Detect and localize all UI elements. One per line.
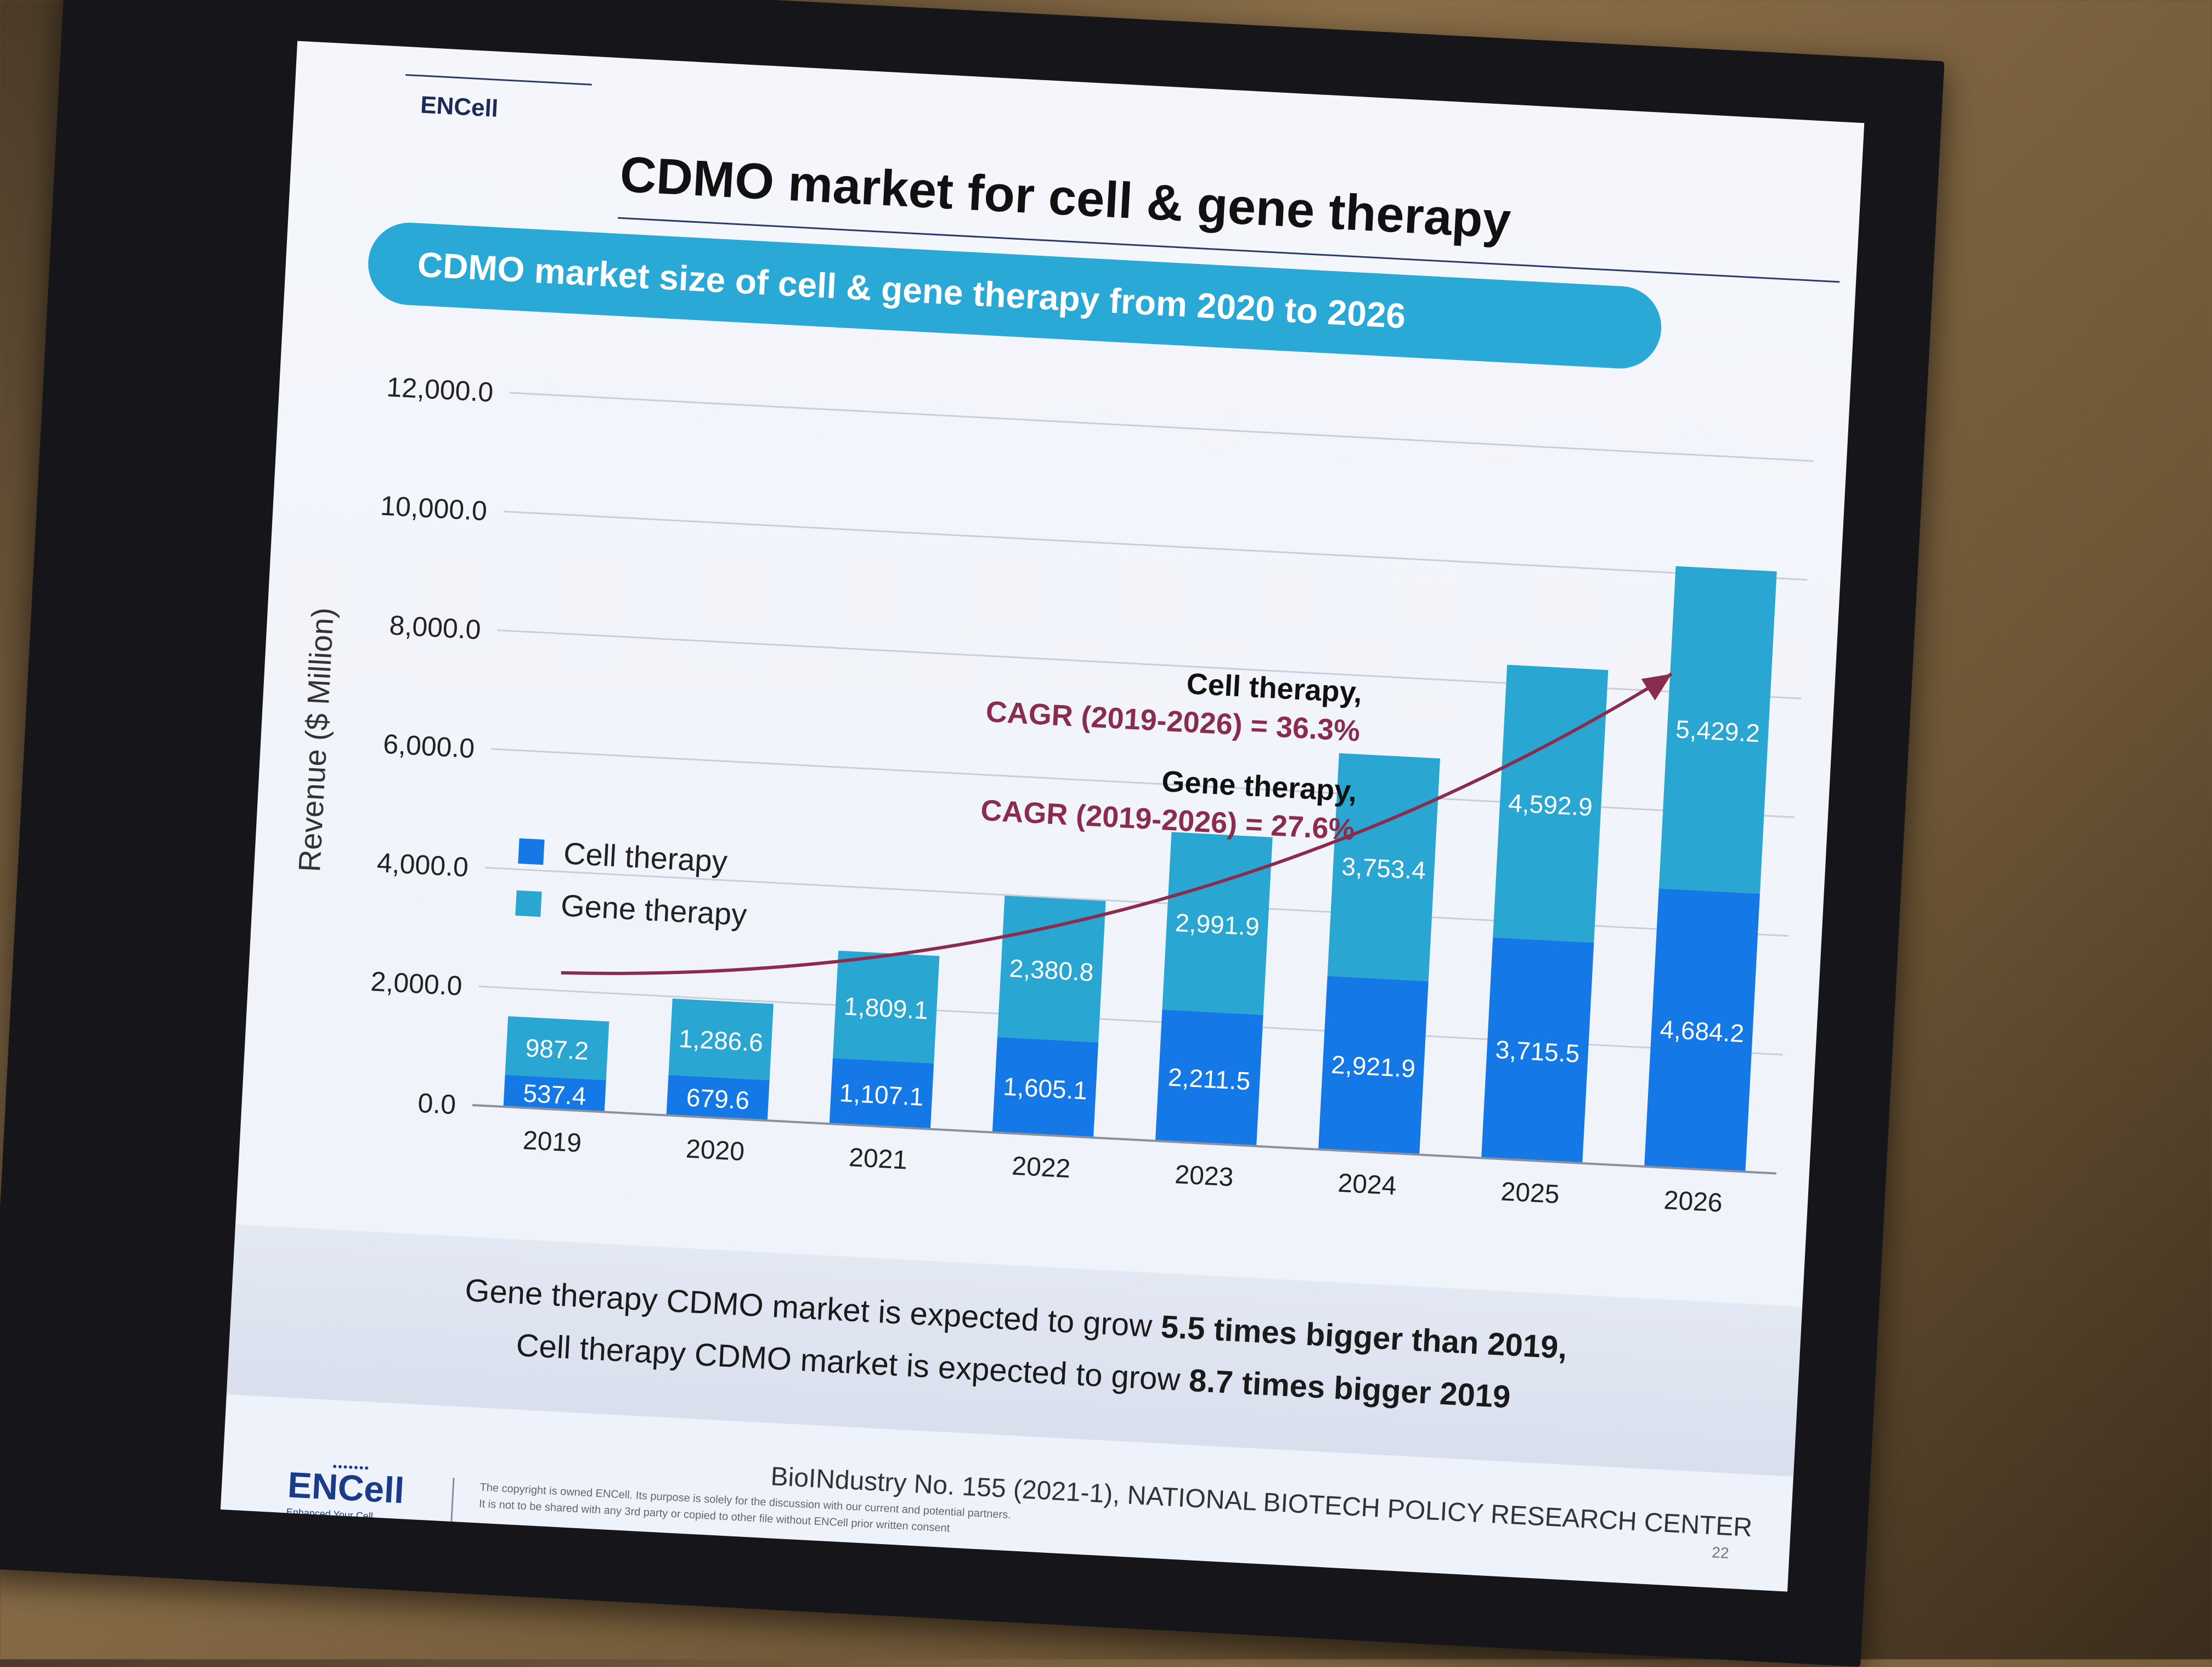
legend-label-gene: Gene therapy [560, 887, 748, 932]
y-tick-label: 6,000.0 [382, 729, 476, 764]
x-tick-label: 2023 [1174, 1160, 1234, 1192]
data-label-gene: 4,592.9 [1508, 789, 1593, 821]
footer-divider [450, 1478, 455, 1522]
data-label-cell: 4,684.2 [1659, 1015, 1745, 1047]
x-tick-label: 2024 [1337, 1169, 1397, 1201]
data-label-cell: 2,211.5 [1167, 1062, 1251, 1095]
data-label-cell: 3,715.5 [1495, 1035, 1581, 1068]
y-tick-label: 12,000.0 [386, 371, 494, 408]
bar-cell-therapy [1155, 1009, 1263, 1146]
x-tick-label: 2020 [685, 1134, 745, 1167]
bar-cell-therapy [1481, 937, 1594, 1163]
bar-gene-therapy [668, 998, 774, 1080]
bar-cell-therapy [992, 1037, 1099, 1138]
x-tick-label: 2019 [522, 1126, 582, 1158]
data-label-gene: 2,380.8 [1009, 954, 1094, 987]
data-label-gene: 987.2 [525, 1033, 590, 1065]
tv-screen: ENCell CDMO market for cell & gene thera… [0, 0, 1945, 1667]
gridline [503, 510, 1808, 581]
brand-divider [405, 74, 592, 86]
data-label-gene: 1,286.6 [678, 1024, 764, 1057]
x-tick-label: 2026 [1663, 1186, 1723, 1218]
bar-gene-therapy [505, 1016, 610, 1080]
bar-gene-therapy [1162, 832, 1273, 1015]
y-axis-label: Revenue ($ Million) [292, 607, 340, 873]
bar-gene-therapy [1658, 566, 1777, 894]
data-label-cell: 1,605.1 [1002, 1072, 1088, 1105]
summary-line-2-bold: 8.7 times bigger 2019 [1188, 1362, 1511, 1415]
legend-item-gene: Gene therapy [515, 885, 748, 933]
gridline [510, 392, 1814, 462]
bar-cell-therapy [829, 1058, 934, 1129]
data-label-cell: 679.6 [686, 1083, 751, 1115]
y-tick-label: 10,000.0 [380, 490, 488, 526]
x-tick-label: 2025 [1500, 1177, 1560, 1209]
x-axis-line [472, 1103, 1776, 1175]
data-label-gene: 2,991.9 [1175, 908, 1260, 941]
bar-cell-therapy [666, 1074, 770, 1121]
data-label-cell: 1,107.1 [839, 1078, 924, 1111]
data-label-gene: 1,809.1 [843, 992, 929, 1024]
presentation-slide: ENCell CDMO market for cell & gene thera… [220, 41, 1865, 1592]
data-label-cell: 2,921.9 [1330, 1050, 1416, 1083]
brand-label: ENCell [420, 91, 499, 122]
data-label-gene: 3,753.4 [1341, 852, 1426, 885]
data-label-gene: 5,429.2 [1675, 714, 1760, 747]
stacked-bar-chart: 0.0 2,000.0 4,000.0 6,000.0 8,000.0 10,000.0 1… [292, 371, 1814, 1218]
bar-gene-therapy [1493, 664, 1609, 943]
y-tick-label: 8,000.0 [388, 610, 482, 645]
y-tick-label: 2,000.0 [370, 966, 463, 1001]
growth-trend-arrow [561, 672, 1673, 975]
arrowhead-icon [1641, 674, 1672, 701]
y-tick-label: 4,000.0 [376, 847, 470, 883]
bar-gene-therapy [833, 950, 940, 1063]
legend-swatch-gene [515, 890, 542, 917]
bar-cell-therapy [503, 1074, 606, 1112]
page-number: 22 [1711, 1544, 1730, 1562]
chart-legend: Cell therapy Gene therapy [514, 833, 751, 949]
x-tick-label: 2022 [1011, 1152, 1071, 1184]
bar-cell-therapy [1644, 888, 1760, 1172]
bar-cell-therapy [1318, 976, 1429, 1155]
x-tick-label: 2021 [848, 1143, 908, 1175]
legend-swatch-cell [518, 838, 545, 865]
y-tick-label: 0.0 [417, 1088, 456, 1120]
data-label-cell: 537.4 [522, 1079, 587, 1111]
footer-logo: ENCell [286, 1464, 405, 1511]
